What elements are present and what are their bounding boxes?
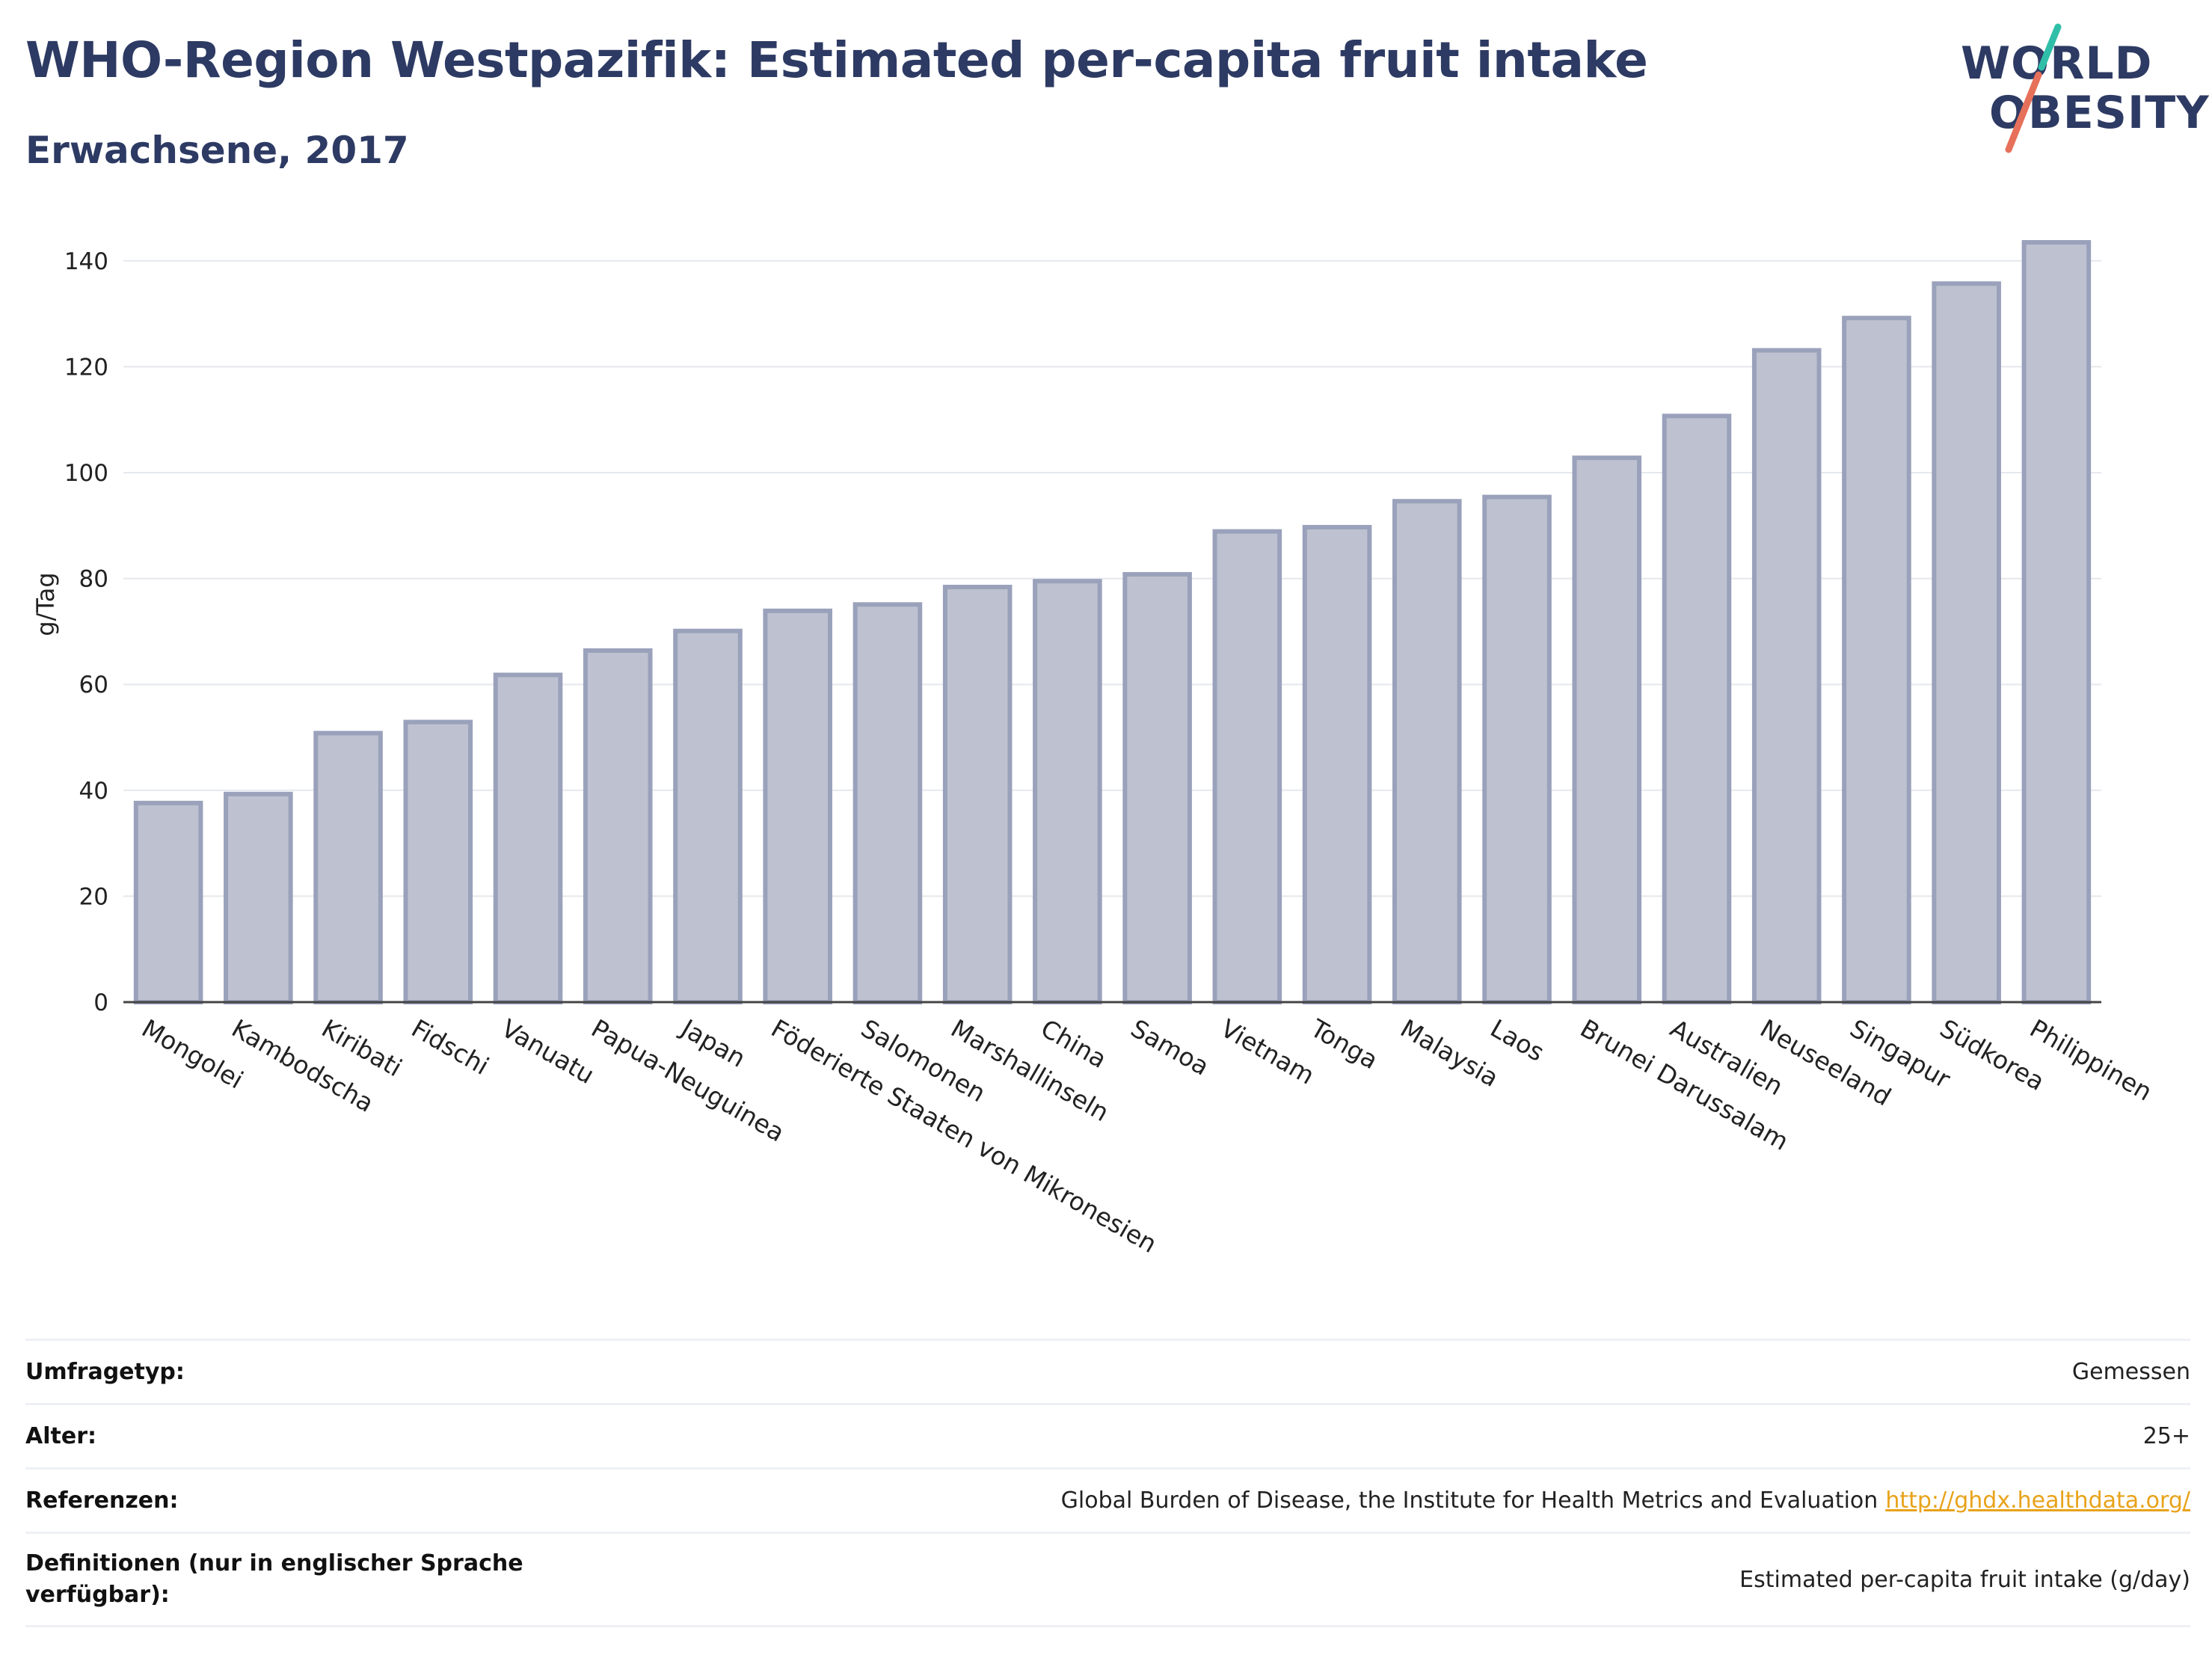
bar	[763, 608, 832, 1004]
logo-slash-icon	[2005, 23, 2062, 153]
y-axis-label: g/Tag	[31, 572, 60, 636]
x-tick-label: Marshallinseln	[946, 1013, 1113, 1127]
metadata-label: Definitionen (nur in englischer Sprache …	[25, 1550, 523, 1608]
x-tick-label: Fidschi	[407, 1013, 494, 1081]
metadata-label: Alter:	[25, 1422, 96, 1449]
metadata-table: Umfragetyp: Gemessen Alter: 25+ Referenz…	[25, 1339, 2190, 1627]
bar	[1572, 455, 1642, 1004]
bar	[133, 800, 203, 1004]
metadata-row-definitions: Definitionen (nur in englischer Sprache …	[25, 1532, 2190, 1627]
metadata-label: Umfragetyp:	[25, 1358, 185, 1385]
y-tick-label: 20	[79, 883, 108, 910]
y-tick-label: 80	[79, 566, 108, 593]
y-tick-label: 100	[64, 460, 108, 487]
y-axis: 0 20 40 60 80 100 120 140	[64, 248, 108, 1016]
bar	[224, 791, 293, 1004]
bar	[2021, 240, 2092, 1004]
metadata-row-references: Referenzen: Global Burden of Disease, th…	[25, 1467, 2190, 1532]
metadata-row-survey-type: Umfragetyp: Gemessen	[25, 1339, 2190, 1403]
bar	[403, 719, 473, 1005]
x-tick-label: Philippinen	[2025, 1013, 2157, 1107]
bar	[1122, 571, 1192, 1005]
x-tick-label: Vanuatu	[497, 1013, 599, 1090]
chart-title: WHO-Region Westpazifik: Estimated per-ca…	[25, 31, 1648, 89]
metadata-value: Global Burden of Disease, the Institute …	[1060, 1487, 1878, 1514]
bar	[1033, 579, 1102, 1004]
bar	[1662, 414, 1732, 1004]
x-tick-label: Mongolei	[137, 1013, 248, 1094]
y-tick-label: 120	[64, 354, 108, 381]
bar	[1302, 524, 1372, 1004]
bar	[1751, 348, 1822, 1004]
y-tick-label: 140	[64, 248, 108, 275]
bar	[1392, 499, 1462, 1004]
chart-subtitle: Erwachsene, 2017	[25, 129, 409, 172]
bar	[852, 602, 923, 1004]
bar-chart: 0 20 40 60 80 100 120 140 MongoleiKambodschaKir…	[31, 240, 2157, 1259]
reference-link[interactable]: http://ghdx.healthdata.org/	[1885, 1487, 2190, 1514]
y-tick-label: 60	[79, 672, 108, 698]
bar	[1212, 529, 1282, 1004]
bars	[133, 240, 2092, 1005]
bar	[583, 648, 653, 1004]
x-tick-label: Samoa	[1126, 1013, 1214, 1081]
bar	[1932, 281, 2001, 1004]
x-tick-label: Malaysia	[1395, 1013, 1503, 1093]
y-tick-label: 40	[79, 778, 108, 805]
x-tick-label: Vietnam	[1216, 1013, 1320, 1090]
bar	[1482, 494, 1552, 1004]
metadata-value: Gemessen	[2071, 1359, 2190, 1385]
bar	[493, 672, 563, 1004]
bar	[673, 628, 743, 1005]
y-tick-label: 0	[93, 989, 108, 1016]
metadata-row-age: Alter: 25+	[25, 1403, 2190, 1467]
metadata-label: Referenzen:	[25, 1487, 179, 1514]
bar	[942, 584, 1013, 1004]
logo-text-line1: WORLD	[1961, 37, 2153, 90]
metadata-value: 25+	[2142, 1423, 2190, 1449]
x-tick-label: Laos	[1486, 1013, 1549, 1067]
metadata-value: Estimated per-capita fruit intake (g/day…	[1739, 1566, 2190, 1593]
world-obesity-logo: WORLD OBESITY	[1952, 21, 2209, 159]
metadata-value-wrap: Global Burden of Disease, the Institute …	[1061, 1487, 2190, 1514]
bar	[313, 731, 383, 1004]
bar	[1842, 316, 1911, 1005]
